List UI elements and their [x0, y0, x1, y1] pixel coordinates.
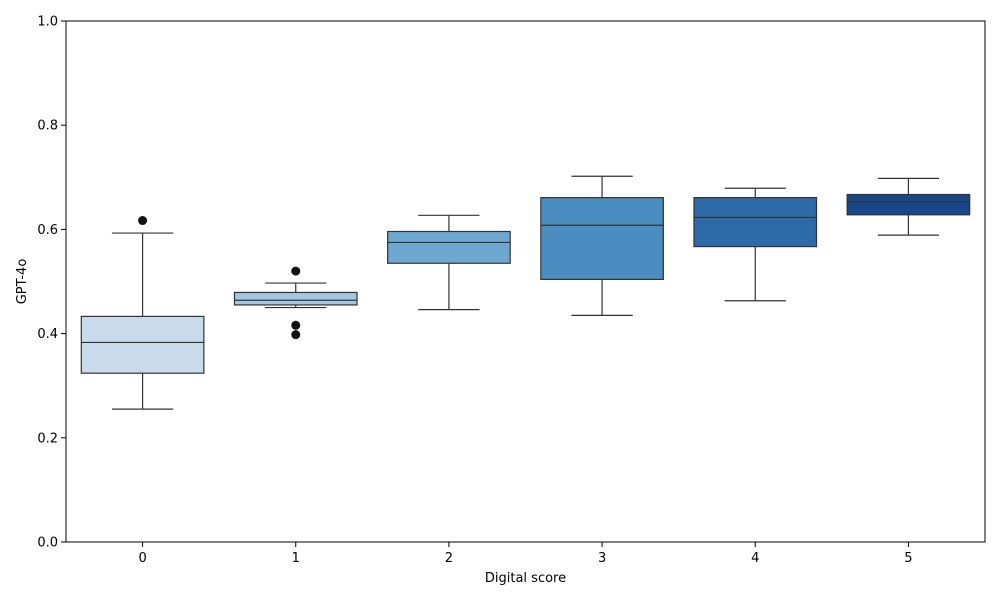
- outlier-point: [291, 320, 301, 330]
- axes: 0.0 0.2 0.4 0.6 0.8 1.0 0 1 2 3 4 5: [37, 15, 912, 567]
- box-group-3: [540, 175, 664, 316]
- y-tick-label: 1.0: [37, 15, 58, 30]
- x-tick-label: 0: [138, 551, 146, 566]
- box-iqr: [540, 197, 664, 281]
- box-iqr: [233, 291, 358, 306]
- outlier-point: [138, 216, 148, 226]
- plot-frame: [65, 20, 986, 543]
- box-iqr: [387, 230, 511, 264]
- x-tick-label: 2: [445, 551, 453, 566]
- box-iqr: [693, 197, 818, 248]
- box-group-1: [233, 266, 358, 340]
- plot-area: [80, 175, 971, 410]
- x-tick-label: 1: [292, 551, 300, 566]
- box-group-2: [387, 214, 511, 311]
- box-iqr: [846, 193, 971, 216]
- x-tick-label: 4: [751, 551, 759, 566]
- box-iqr: [80, 315, 205, 374]
- y-tick-label: 0.8: [37, 119, 58, 134]
- x-tick-label: 3: [598, 551, 606, 566]
- outlier-point: [291, 266, 301, 276]
- y-axis-label: GPT-4o: [15, 259, 30, 305]
- x-axis-label: Digital score: [485, 571, 566, 586]
- box-group-0: [80, 216, 205, 410]
- y-tick-label: 0.0: [37, 536, 58, 551]
- outlier-point: [291, 330, 301, 340]
- y-tick-label: 0.6: [37, 223, 58, 238]
- box-group-4: [693, 187, 818, 302]
- y-tick-label: 0.4: [37, 327, 58, 342]
- x-tick-label: 5: [904, 551, 912, 566]
- y-tick-label: 0.2: [37, 431, 58, 446]
- box-group-5: [846, 177, 971, 236]
